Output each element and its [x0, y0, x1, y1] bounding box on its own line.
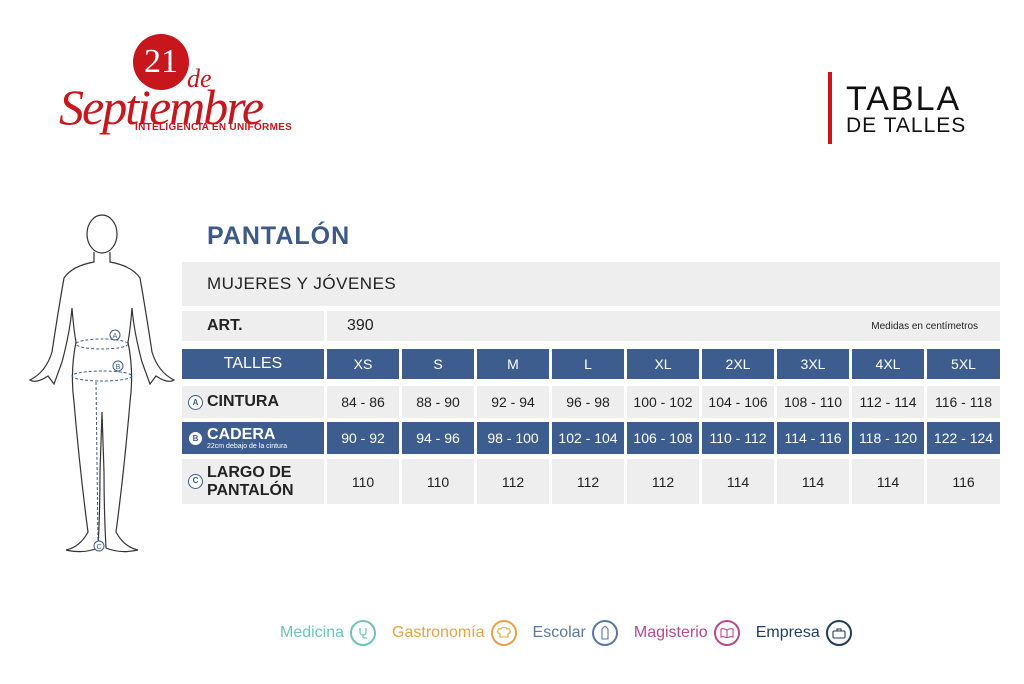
table-cell: 94 - 96: [402, 422, 474, 454]
stethoscope-icon: [350, 620, 377, 646]
figure-marker-b: B: [112, 360, 124, 372]
table-cell: 106 - 108: [627, 422, 699, 454]
table-cell: 110 - 112: [702, 422, 774, 454]
category-label: Empresa: [755, 624, 820, 641]
table-cell: 104 - 106: [702, 386, 774, 418]
category-gastronomia: Gastronomía: [392, 620, 517, 646]
category-label: Magisterio: [633, 624, 708, 641]
marker-a: A: [188, 394, 203, 410]
table-row: A CINTURA 84 - 86 88 - 90 92 - 94 96 - 9…: [182, 386, 1000, 418]
table-cell: 118 - 120: [852, 422, 924, 454]
marker-c: C: [188, 474, 203, 489]
table-cell: 98 - 100: [477, 422, 549, 454]
table-row: B CADERA 22cm debajo de la cintura 90 - …: [182, 422, 1000, 454]
table-cell: 96 - 98: [552, 386, 624, 418]
logo-tagline: INTELIGENCIA EN UNIFORMES: [135, 122, 293, 133]
category-empresa: Empresa: [756, 620, 852, 646]
table-cell: 90 - 92: [327, 422, 399, 454]
size-header-xs: XS: [327, 349, 399, 379]
category-medicina: Medicina: [280, 620, 377, 646]
section-title: PANTALÓN: [207, 222, 351, 250]
row-label-text: CINTURA: [207, 393, 279, 410]
row-label-text: LARGO DE PANTALÓN: [207, 463, 294, 499]
table-cell: 122 - 124: [927, 422, 1000, 454]
table-cell: 114: [702, 459, 774, 504]
table-cell: 92 - 94: [477, 386, 549, 418]
art-value-cell: 390 Medidas en centímetros: [327, 311, 1000, 341]
figure-marker-a: A: [109, 329, 121, 341]
table-cell: 114 - 116: [777, 422, 849, 454]
page-title-line2: DE TALLES: [846, 114, 967, 137]
row-label-cintura: A CINTURA: [182, 386, 324, 418]
size-header-xl: XL: [627, 349, 699, 379]
chef-hat-icon: [490, 620, 517, 646]
size-header-row: TALLES XS S M L XL 2XL 3XL 4XL 5XL: [182, 349, 1000, 379]
brand-logo: 21 de Septiembre INTELIGENCIA EN UNIFORM…: [55, 28, 292, 138]
body-silhouette-illustration: A B C: [28, 214, 176, 553]
talles-header: TALLES: [182, 349, 324, 379]
page-title: TABLA DE TALLES: [828, 72, 966, 144]
row-sublabel-text: 22cm debajo de la cintura: [207, 442, 288, 450]
marker-b: B: [188, 430, 203, 446]
size-header-4xl: 4XL: [852, 349, 924, 379]
table-cell: 116 - 118: [927, 386, 1000, 418]
size-header-l: L: [552, 349, 624, 379]
category-label: Escolar: [532, 624, 586, 641]
row-label-cadera: B CADERA 22cm debajo de la cintura: [182, 422, 324, 454]
table-cell: 112 - 114: [852, 386, 924, 418]
briefcase-icon: [825, 620, 852, 646]
table-row: C LARGO DE PANTALÓN 110 110 112 112 112 …: [182, 459, 1000, 504]
table-cell: 112: [477, 459, 549, 504]
table-cell: 102 - 104: [552, 422, 624, 454]
logo-de: de: [187, 64, 212, 93]
size-header-m: M: [477, 349, 549, 379]
table-cell: 114: [852, 459, 924, 504]
art-label: ART.: [182, 311, 324, 341]
category-footer: Medicina Gastronomía Escolar Magisterio …: [280, 620, 860, 646]
table-cell: 84 - 86: [327, 386, 399, 418]
table-cell: 100 - 102: [627, 386, 699, 418]
table-cell: 110: [327, 459, 399, 504]
size-header-2xl: 2XL: [702, 349, 774, 379]
category-label: Gastronomía: [392, 624, 485, 641]
logo-number: 21: [133, 34, 189, 90]
table-cell: 112: [552, 459, 624, 504]
section-subtitle: MUJERES Y JÓVENES: [182, 262, 1000, 306]
category-label: Medicina: [280, 624, 345, 641]
row-label-text: CADERA: [207, 425, 276, 443]
figure-marker-b-label: B: [116, 364, 121, 371]
table-cell: 112: [627, 459, 699, 504]
book-icon: [713, 620, 740, 646]
figure-marker-c-label: C: [96, 544, 101, 551]
figure-marker-a-label: A: [113, 333, 118, 340]
category-escolar: Escolar: [533, 620, 618, 646]
figure-marker-c: C: [93, 540, 105, 552]
row-label-largo: C LARGO DE PANTALÓN: [182, 459, 324, 504]
units-note: Medidas en centímetros: [871, 320, 978, 332]
table-cell: 108 - 110: [777, 386, 849, 418]
table-cell: 88 - 90: [402, 386, 474, 418]
pencil-icon: [591, 620, 618, 646]
art-row: ART. 390 Medidas en centímetros: [182, 311, 1000, 341]
size-header-5xl: 5XL: [927, 349, 1000, 379]
subtitle-row: MUJERES Y JÓVENES: [182, 262, 1000, 306]
table-cell: 110: [402, 459, 474, 504]
size-header-s: S: [402, 349, 474, 379]
category-magisterio: Magisterio: [634, 620, 740, 646]
table-cell: 114: [777, 459, 849, 504]
size-header-3xl: 3XL: [777, 349, 849, 379]
page-title-line1: TABLA: [846, 80, 962, 118]
table-cell: 116: [927, 459, 1000, 504]
art-value: 390: [347, 317, 374, 334]
logo-name: Septiembre: [59, 79, 264, 135]
